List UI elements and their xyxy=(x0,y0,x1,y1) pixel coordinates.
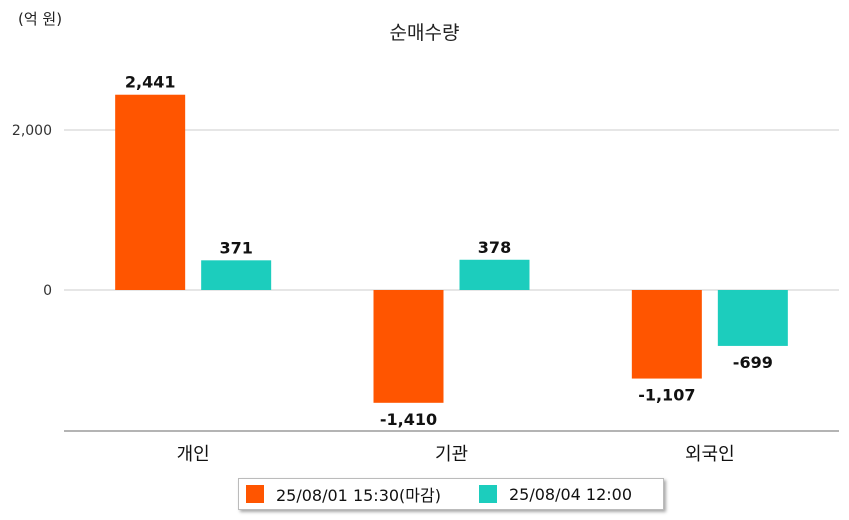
legend-swatch-series-1 xyxy=(246,485,264,503)
bar-1-1 xyxy=(115,94,186,290)
legend: 25/08/01 15:30(마감) 25/08/04 12:00 xyxy=(238,478,664,510)
data-labels: 2,441 371 -1,410 378 -1,107 -699 xyxy=(125,73,773,429)
category-label: 외국인 xyxy=(685,444,735,465)
bar-2-2 xyxy=(459,259,530,290)
chart-title: 순매수량 xyxy=(389,22,460,44)
category-label: 기관 xyxy=(435,444,468,465)
grid-lines xyxy=(64,129,839,291)
y-axis-ticks: 0 2,000 xyxy=(12,123,52,299)
data-label: -1,410 xyxy=(380,410,437,429)
legend-item-series-2: 25/08/04 12:00 xyxy=(478,484,633,504)
legend-swatch-series-2 xyxy=(478,485,497,503)
legend-item-series-1: 25/08/01 15:30(마감) xyxy=(246,482,441,506)
bars xyxy=(115,94,788,403)
data-label: -1,107 xyxy=(638,386,695,405)
unit-label: (억 원) xyxy=(18,10,63,28)
legend-label-series-2: 25/08/04 12:00 xyxy=(508,484,633,504)
category-labels: 개인 기관 외국인 xyxy=(177,444,735,465)
chart-plot: 0 2,000 2,441 371 -1,410 378 -1,107 -699 개인 기관 외… xyxy=(12,73,839,465)
bar-2-3 xyxy=(717,290,788,346)
bar-1-2 xyxy=(373,290,444,403)
y-tick-label: 0 xyxy=(43,283,52,299)
bar-1-3 xyxy=(631,290,702,379)
data-label: 2,441 xyxy=(125,73,176,92)
data-label: 371 xyxy=(219,238,252,257)
y-tick-label: 2,000 xyxy=(12,123,52,139)
category-label: 개인 xyxy=(177,444,210,465)
legend-label-series-1: 25/08/01 15:30(마감) xyxy=(276,486,441,505)
data-label: 378 xyxy=(478,238,511,257)
data-label: -699 xyxy=(733,353,773,372)
bar-2-1 xyxy=(201,260,272,290)
